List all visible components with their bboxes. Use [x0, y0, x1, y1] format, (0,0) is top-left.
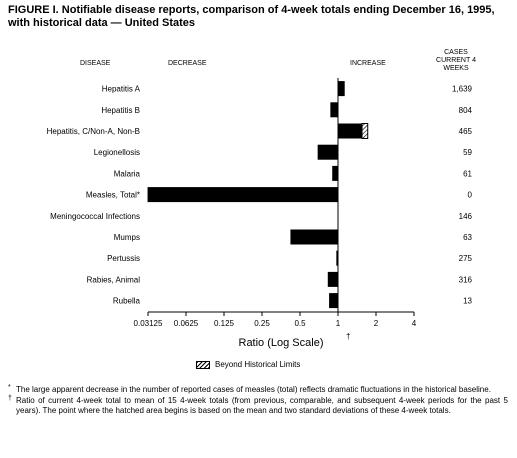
footnote-text: The large apparent decrease in the numbe… [16, 385, 491, 394]
bar [290, 229, 338, 245]
category-label: Measles, Total* [86, 191, 140, 200]
legend-label: Beyond Historical Limits [215, 360, 301, 369]
category-label: Hepatitis B [101, 106, 140, 115]
cases-value: 316 [459, 275, 473, 284]
bar [336, 250, 338, 266]
x-tick-label: 0.25 [254, 319, 270, 328]
cases-value: 146 [459, 212, 473, 221]
category-label: Hepatitis, C/Non-A, Non-B [47, 127, 140, 136]
increase-header: INCREASE [350, 60, 386, 67]
footnote-measles: * The large apparent decrease in the num… [8, 384, 508, 395]
figure-title: FIGURE I. Notifiable disease reports, co… [8, 4, 495, 29]
cases-value: 275 [459, 254, 473, 263]
bar-hatched-segment [361, 123, 369, 139]
x-axis-label: Ratio (Log Scale) [239, 337, 324, 349]
x-tick-label: 1 [336, 319, 341, 328]
bar [147, 187, 338, 203]
footnotes: * The large apparent decrease in the num… [8, 384, 508, 417]
footnote-mark: † [8, 395, 12, 402]
disease-column-header: DISEASE [80, 60, 111, 67]
cases-value: 1,639 [452, 85, 473, 94]
decrease-header: DECREASE [168, 60, 207, 67]
bar [329, 293, 338, 309]
bar [338, 81, 345, 97]
x-axis-label-mark: † [346, 332, 350, 341]
category-label: Legionellosis [94, 148, 140, 157]
bar [317, 144, 338, 160]
x-tick-label: 0.5 [294, 319, 306, 328]
category-label: Rabies, Animal [87, 275, 141, 284]
cases-value: 0 [468, 191, 473, 200]
cases-column-header: CASES CURRENT 4 WEEKS [436, 49, 476, 72]
bar [332, 165, 338, 181]
x-tick-label: 0.125 [214, 319, 235, 328]
category-label: Mumps [114, 233, 140, 242]
cases-value: 63 [463, 233, 472, 242]
bar [338, 123, 363, 139]
x-tick-label: 4 [412, 319, 417, 328]
category-label: Rubella [113, 297, 141, 306]
category-label: Hepatitis A [102, 85, 141, 94]
bar [327, 271, 338, 287]
cases-value: 804 [459, 106, 473, 115]
legend: Beyond Historical Limits [196, 360, 300, 369]
cases-value: 59 [463, 148, 472, 157]
hatch-swatch-icon [196, 360, 210, 369]
cases-value: 61 [463, 169, 472, 178]
category-label: Meningococcal Infections [50, 212, 140, 221]
cases-value: 465 [459, 127, 473, 136]
category-label: Pertussis [107, 254, 140, 263]
x-tick-label: 0.03125 [134, 319, 163, 328]
footnote-mark: * [8, 384, 11, 391]
bar [330, 102, 338, 118]
category-label: Malaria [114, 169, 141, 178]
cases-value: 13 [463, 297, 472, 306]
x-tick-label: 0.0625 [174, 319, 199, 328]
footnote-text: Ratio of current 4-week total to mean of… [16, 396, 508, 415]
footnote-ratio: † Ratio of current 4-week total to mean … [8, 395, 508, 416]
x-tick-label: 2 [374, 319, 379, 328]
